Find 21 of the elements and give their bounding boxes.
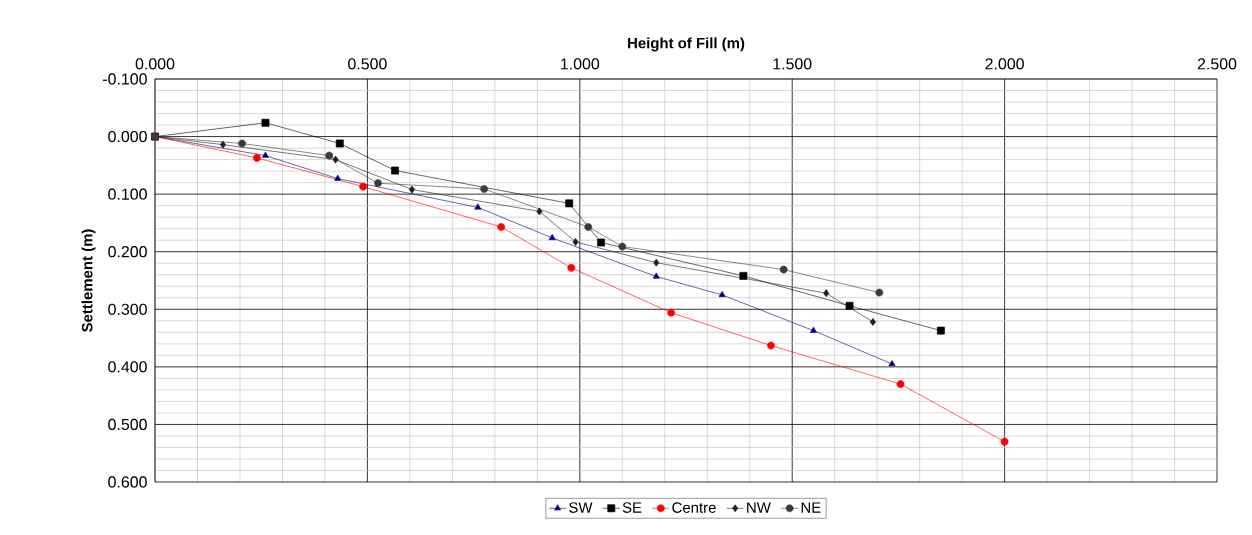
legend-label: SW xyxy=(569,502,593,513)
x-tick-label: 0.500 xyxy=(348,58,387,70)
y-tick-label: -0.100 xyxy=(103,73,147,85)
y-tick-label: 0.600 xyxy=(108,476,147,488)
x-tick-label: 1.000 xyxy=(561,58,600,70)
y-tick-label: 0.500 xyxy=(108,418,147,431)
x-tick-label: 0.000 xyxy=(135,58,175,70)
y-tick-label: 0.300 xyxy=(108,303,147,315)
x-tick-label: 1.500 xyxy=(773,58,812,70)
legend-label: Centre xyxy=(672,502,716,513)
y-tick-label: 0.000 xyxy=(108,130,147,143)
legend-label: SE xyxy=(622,502,642,513)
legend-label: NE xyxy=(801,502,821,513)
y-tick-label: 0.400 xyxy=(108,361,147,373)
x-tick-label: 2.500 xyxy=(1197,58,1237,70)
y-tick-label: 0.100 xyxy=(108,188,147,200)
x-tick-label: 2.000 xyxy=(985,58,1024,70)
y-axis-title: Settlement (m) xyxy=(81,229,96,332)
x-axis-title: Height of Fill (m) xyxy=(628,37,745,52)
legend-label: NW xyxy=(747,502,771,513)
y-tick-label: 0.200 xyxy=(108,246,147,258)
